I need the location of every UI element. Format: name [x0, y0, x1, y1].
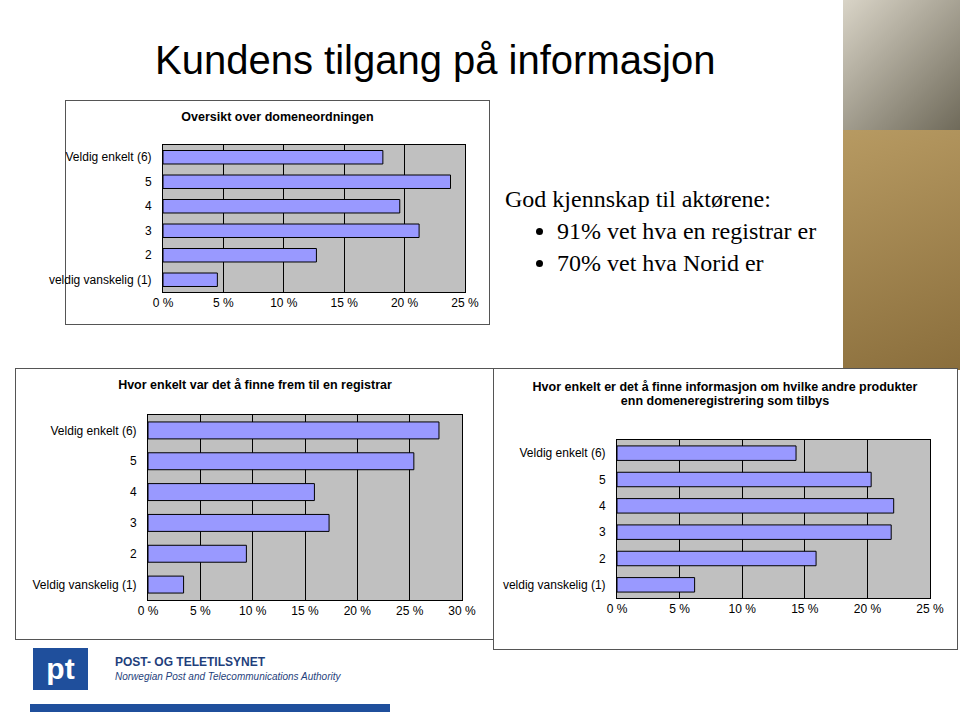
html-text:70% vet hva Norid er: 70% vet hva Norid er [557, 250, 764, 276]
svg-text:4: 4 [599, 499, 606, 513]
svg-text:2: 2 [130, 547, 137, 561]
html-text:Hvor enkelt er det å finne inf: Hvor enkelt er det å finne informasjon o… [532, 380, 918, 408]
svg-text:Veldig enkelt (6): Veldig enkelt (6) [51, 424, 137, 438]
html-text:Norwegian Post and Telecommuni: Norwegian Post and Telecommunications Au… [115, 671, 341, 682]
svg-text:5 %: 5 % [213, 296, 234, 310]
svg-text:20 %: 20 % [344, 604, 372, 618]
svg-text:5 %: 5 % [669, 602, 690, 616]
svg-text:0 %: 0 % [153, 296, 174, 310]
svg-text:25 %: 25 % [451, 296, 479, 310]
svg-text:15 %: 15 % [331, 296, 359, 310]
svg-text:5: 5 [130, 454, 137, 468]
html-text:91% vet hva en registrar er: 91% vet hva en registrar er [557, 218, 817, 244]
svg-text:3: 3 [130, 516, 137, 530]
svg-text:3: 3 [599, 525, 606, 539]
svg-text:2: 2 [599, 552, 606, 566]
svg-text:4: 4 [130, 485, 137, 499]
svg-text:10 %: 10 % [270, 296, 298, 310]
svg-text:Veldig enkelt (6): Veldig enkelt (6) [520, 446, 606, 460]
svg-text:5 %: 5 % [190, 604, 211, 618]
html-text:Oversikt over domeneordningen: Oversikt over domeneordningen [181, 110, 374, 124]
svg-text:20 %: 20 % [854, 602, 882, 616]
svg-text:Veldig vanskelig (1): Veldig vanskelig (1) [33, 578, 137, 592]
svg-text:25 %: 25 % [916, 602, 944, 616]
svg-text:20 %: 20 % [391, 296, 419, 310]
html-text:pt: pt [46, 652, 75, 685]
svg-text:10 %: 10 % [729, 602, 757, 616]
html-text:Hvor enkelt var det å finne fr: Hvor enkelt var det å finne frem til en … [118, 378, 392, 392]
svg-text:Veldig enkelt (6): Veldig enkelt (6) [66, 150, 152, 164]
html-text:POST- OG TELETILSYNET: POST- OG TELETILSYNET [115, 655, 265, 669]
svg-text:4: 4 [145, 199, 152, 213]
svg-text:15 %: 15 % [791, 602, 819, 616]
svg-text:2: 2 [145, 248, 152, 262]
svg-text:veldig vanskelig (1): veldig vanskelig (1) [49, 273, 152, 287]
svg-text:3: 3 [145, 224, 152, 238]
svg-text:5: 5 [145, 175, 152, 189]
svg-text:5: 5 [599, 473, 606, 487]
svg-text:15 %: 15 % [291, 604, 319, 618]
svg-text:veldig vanskelig (1): veldig vanskelig (1) [503, 578, 606, 592]
html-text:God kjennskap til aktørene:: God kjennskap til aktørene: [505, 186, 771, 212]
html-text:Kundens tilgang på informasjon: Kundens tilgang på informasjon [155, 38, 716, 82]
svg-text:30 %: 30 % [448, 604, 476, 618]
svg-text:0 %: 0 % [607, 602, 628, 616]
svg-text:10 %: 10 % [239, 604, 267, 618]
svg-text:25 %: 25 % [396, 604, 424, 618]
svg-text:0 %: 0 % [138, 604, 159, 618]
